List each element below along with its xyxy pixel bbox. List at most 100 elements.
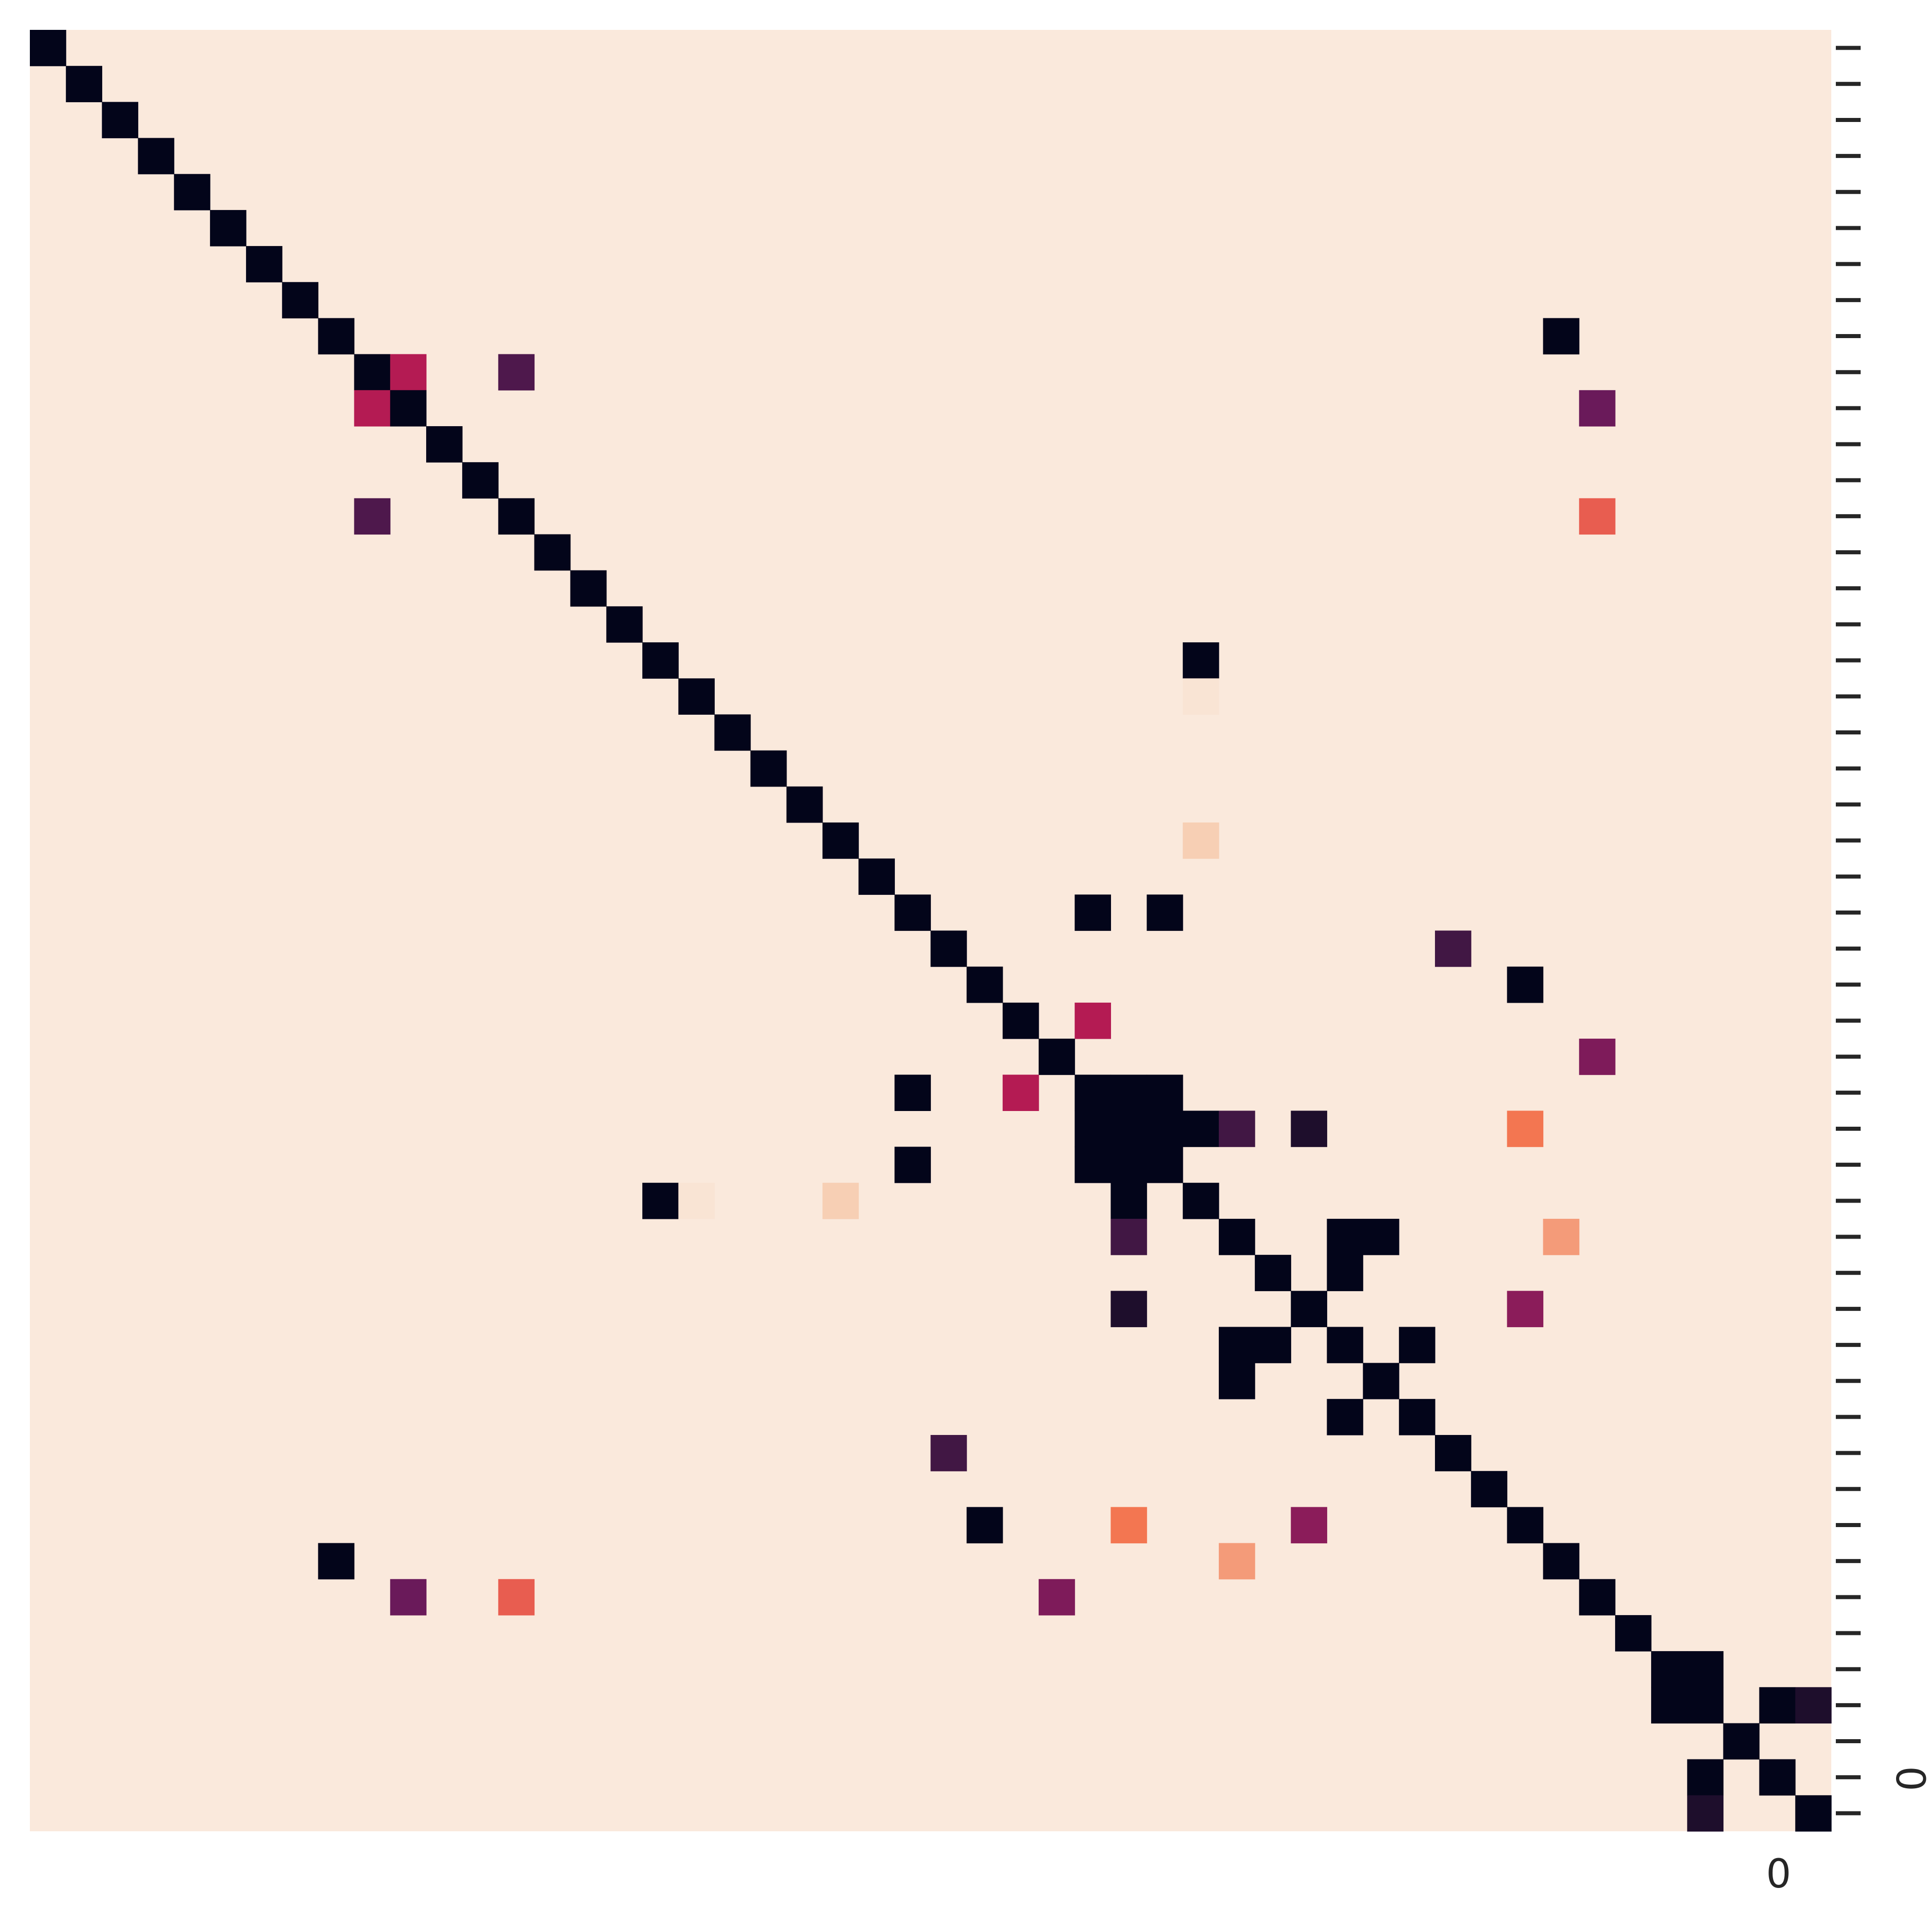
heatmap-cell	[966, 966, 1003, 1003]
heatmap-cell	[822, 822, 859, 859]
heatmap-cell	[1651, 1687, 1688, 1724]
heatmap-cell	[1182, 822, 1219, 859]
heatmap-cell	[1543, 1218, 1580, 1255]
heatmap-cell	[750, 750, 787, 787]
heatmap-cell	[1615, 1615, 1652, 1652]
heatmap-cell	[606, 606, 643, 643]
heatmap-cell	[1399, 1399, 1435, 1435]
heatmap-cell	[1687, 1759, 1724, 1796]
heatmap-cell	[138, 138, 175, 175]
heatmap-cell	[534, 534, 571, 571]
heatmap-cell	[1291, 1291, 1328, 1328]
heatmap-cell	[390, 1579, 427, 1616]
heatmap-cell	[1543, 1543, 1580, 1580]
heatmap-cell	[1111, 1218, 1147, 1255]
heatmap-cell	[498, 354, 535, 391]
heatmap-cell	[354, 498, 391, 535]
heatmap-cell	[786, 786, 823, 823]
heatmap-cell	[1218, 1218, 1255, 1255]
heatmap-cell	[1579, 1039, 1616, 1075]
heatmap-cell	[930, 1435, 967, 1471]
heatmap-cell	[390, 390, 427, 427]
heatmap-cell	[678, 1182, 715, 1219]
heatmap-cell	[1111, 1146, 1147, 1183]
heatmap-cell	[318, 1543, 355, 1580]
heatmap-cell	[1075, 894, 1111, 931]
heatmap-cell	[894, 1075, 931, 1111]
heatmap-cell	[1218, 1363, 1255, 1400]
heatmap-cell	[1399, 1327, 1435, 1364]
heatmap-cell	[354, 354, 391, 391]
heatmap-cell	[1291, 1507, 1328, 1544]
heatmap-cell	[858, 858, 895, 895]
heatmap-cell	[1255, 1255, 1291, 1291]
heatmap-cell	[30, 30, 66, 66]
heatmap-cell	[66, 66, 102, 102]
heatmap-cell	[1111, 1507, 1147, 1544]
heatmap-cell	[642, 1182, 679, 1219]
heatmap-cell	[1651, 1651, 1688, 1688]
heatmap-cell	[1111, 1182, 1147, 1219]
heatmap-cell	[1507, 1291, 1544, 1328]
heatmap-cell	[1111, 1291, 1147, 1328]
heatmap-cell	[1146, 894, 1183, 931]
heatmap-cell	[1218, 1111, 1255, 1147]
heatmap-cell	[1327, 1218, 1364, 1255]
heatmap-cell	[1363, 1363, 1400, 1400]
heatmap-cell	[174, 174, 211, 211]
heatmap-cell	[282, 282, 319, 319]
heatmap-cell	[498, 498, 535, 535]
heatmap-cell	[570, 570, 607, 607]
heatmap-cell	[822, 1182, 859, 1219]
heatmap-cell	[210, 210, 246, 246]
heatmap-cell	[714, 714, 751, 751]
heatmap-cell	[1579, 498, 1616, 535]
y-axis-ticks	[1836, 46, 1861, 1816]
heatmap-cells	[30, 30, 1832, 1832]
heatmap-cell	[390, 354, 427, 391]
heatmap-cell	[1687, 1687, 1724, 1724]
heatmap-cell	[1327, 1399, 1364, 1435]
heatmap-cell	[1543, 318, 1580, 355]
heatmap-cell	[1075, 1002, 1111, 1039]
heatmap-cell	[318, 318, 355, 355]
heatmap-cell	[1146, 1075, 1183, 1111]
heatmap-cell	[894, 1146, 931, 1183]
y-tick-label: 0	[1887, 1766, 1932, 1791]
heatmap-cell	[1687, 1651, 1724, 1688]
heatmap-cell	[1146, 1146, 1183, 1183]
heatmap-cell	[1795, 1795, 1832, 1832]
heatmap-cell	[1182, 642, 1219, 679]
heatmap-cell	[1075, 1075, 1111, 1111]
heatmap-cell	[1039, 1579, 1075, 1616]
heatmap-cell	[426, 426, 463, 463]
heatmap-cell	[1759, 1687, 1796, 1724]
heatmap-cell	[1111, 1075, 1147, 1111]
heatmap-cell	[1435, 1435, 1471, 1471]
heatmap-cell	[1146, 1111, 1183, 1147]
x-tick-label: 0	[1766, 1852, 1791, 1897]
heatmap-cell	[1182, 1111, 1219, 1147]
heatmap-cell	[966, 1507, 1003, 1544]
heatmap-cell	[246, 246, 282, 282]
heatmap-cell	[1327, 1255, 1364, 1291]
heatmap-cell	[894, 894, 931, 931]
heatmap-cell	[1471, 1471, 1507, 1507]
heatmap-cell	[1795, 1687, 1832, 1724]
heatmap-cell	[1579, 390, 1616, 427]
heatmap-cell	[1363, 1218, 1400, 1255]
heatmap-cell	[1291, 1111, 1328, 1147]
heatmap-cell	[462, 462, 499, 499]
heatmap-cell	[1579, 1579, 1616, 1616]
heatmap-cell	[498, 1579, 535, 1616]
heatmap-cell	[1435, 930, 1471, 967]
heatmap-cell	[1182, 1182, 1219, 1219]
heatmap-cell	[1723, 1723, 1760, 1760]
heatmap-cell	[930, 930, 967, 967]
heatmap-cell	[1218, 1327, 1255, 1364]
heatmap-cell	[1507, 1111, 1544, 1147]
heatmap-cell	[1218, 1543, 1255, 1580]
heatmap-cell	[678, 678, 715, 715]
heatmap-cell	[1759, 1759, 1796, 1796]
heatmap-cell	[1687, 1795, 1724, 1832]
